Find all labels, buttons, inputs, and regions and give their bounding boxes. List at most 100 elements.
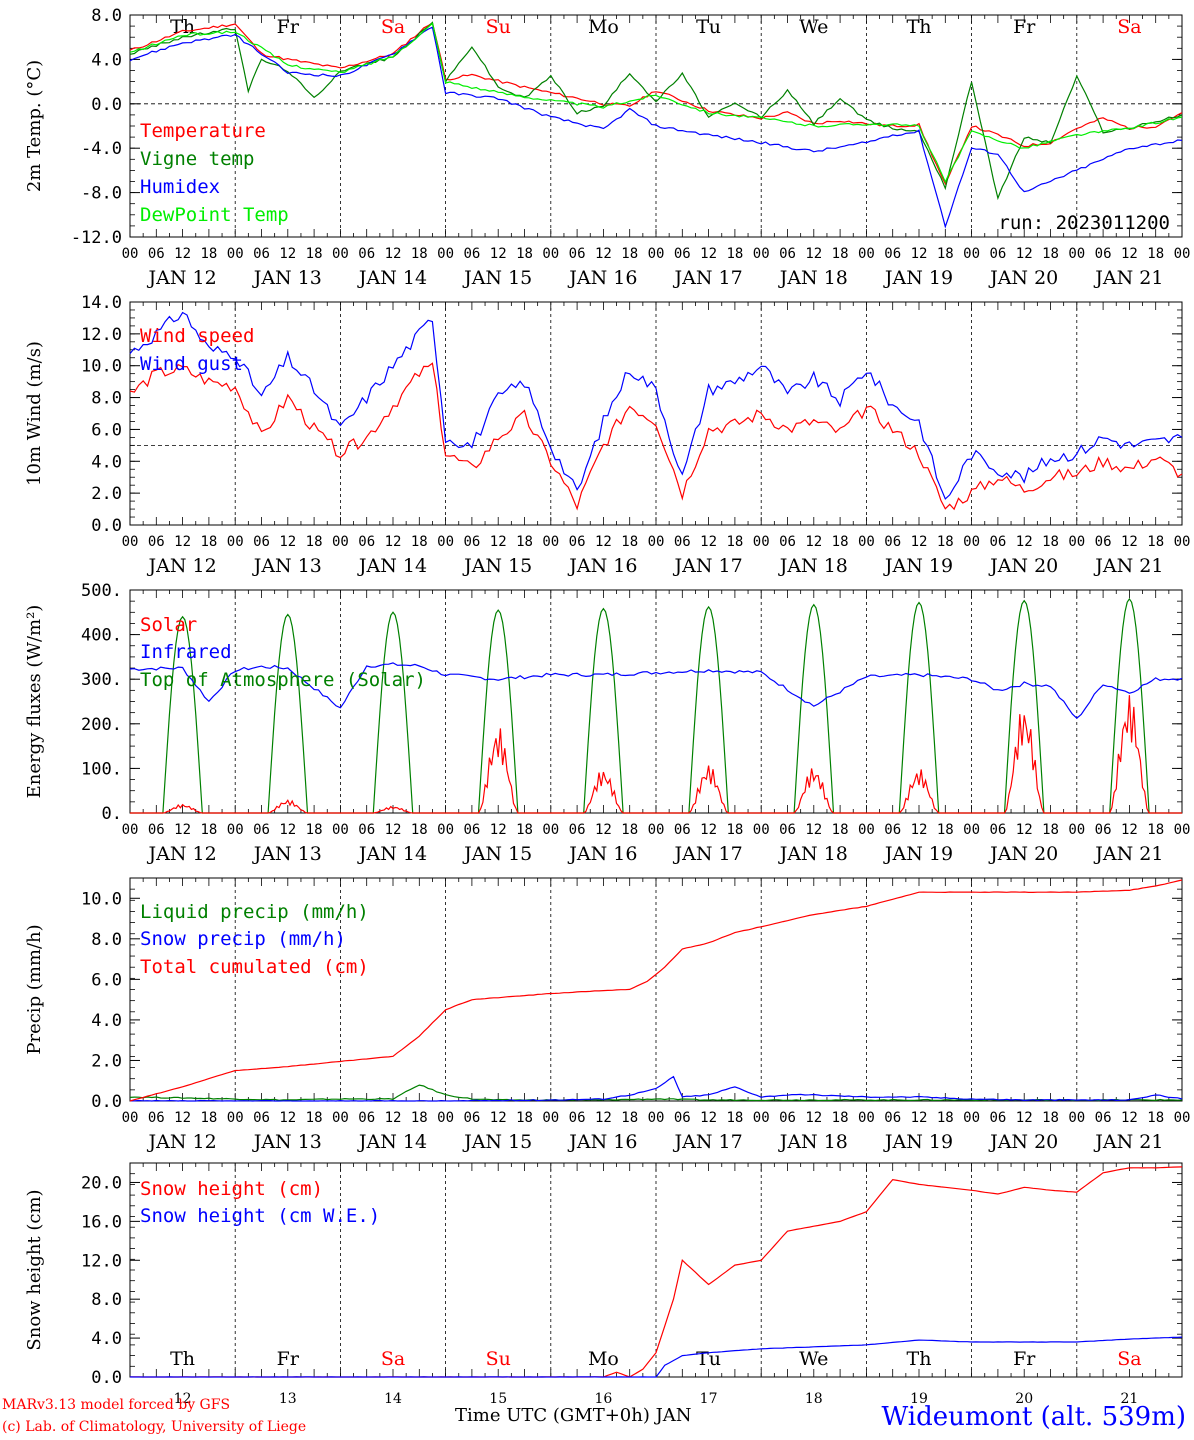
date-label: JAN 12 <box>147 267 217 289</box>
day-number-label: 19 <box>910 1391 928 1407</box>
hour-tick-label: 00 <box>753 1110 770 1126</box>
hour-tick-label: 12 <box>490 534 507 550</box>
legend-entry: Total cumulated (cm) <box>140 956 369 978</box>
hour-tick-label: 06 <box>989 822 1006 838</box>
legend-entry: Humidex <box>140 176 220 198</box>
date-label: JAN 15 <box>462 1131 532 1153</box>
date-label: JAN 12 <box>147 555 217 577</box>
day-name-label: Tu <box>696 1348 721 1370</box>
hour-tick-label: 00 <box>648 534 665 550</box>
date-label: JAN 21 <box>1093 843 1163 865</box>
hour-tick-label: 00 <box>753 822 770 838</box>
hour-tick-label: 18 <box>1042 246 1059 262</box>
model-credit-line1: MARv3.13 model forced by GFS <box>2 1397 231 1413</box>
y-axis-label: 10m Wind (m/s) <box>24 341 45 486</box>
hour-tick-label: 18 <box>516 246 533 262</box>
station-label: Wideumont (alt. 539m) <box>881 1402 1186 1432</box>
date-label: JAN 15 <box>462 555 532 577</box>
day-number-label: 16 <box>594 1391 612 1407</box>
hour-tick-label: 12 <box>911 534 928 550</box>
hour-tick-label: 12 <box>1016 534 1033 550</box>
y-axis-label: Snow height (cm) <box>24 1189 45 1350</box>
hour-tick-label: 18 <box>621 1110 638 1126</box>
y-axis-label: Precip (mm/h) <box>24 924 45 1054</box>
hour-tick-label: 18 <box>937 246 954 262</box>
hour-tick-label: 06 <box>569 822 586 838</box>
series-temperature-line <box>129 21 1183 186</box>
date-label: JAN 15 <box>462 267 532 289</box>
hour-tick-label: 00 <box>122 1110 139 1126</box>
hour-tick-label: 18 <box>411 246 428 262</box>
date-label: JAN 17 <box>673 843 743 865</box>
hour-tick-label: 00 <box>858 534 875 550</box>
hour-tick-label: 18 <box>411 1110 428 1126</box>
series-wind-speed-line <box>129 362 1183 511</box>
day-name-label: Fr <box>277 16 300 38</box>
hour-tick-label: 18 <box>306 822 323 838</box>
hour-tick-label: 06 <box>1095 246 1112 262</box>
hour-tick-label: 18 <box>621 246 638 262</box>
y-tick-label: 0.0 <box>91 1092 122 1112</box>
hour-tick-label: 18 <box>726 1110 743 1126</box>
hour-tick-label: 00 <box>227 1110 244 1126</box>
y-tick-label: 12.0 <box>81 325 122 345</box>
series-snow-precip-mm-h--line <box>129 1075 1183 1102</box>
date-label: JAN 19 <box>883 555 953 577</box>
y-tick-label: 14.0 <box>81 293 122 313</box>
y-tick-label: 6.0 <box>91 970 122 990</box>
hour-tick-label: 00 <box>858 1110 875 1126</box>
day-name-label: Su <box>486 1348 511 1370</box>
hour-tick-label: 12 <box>279 1110 296 1126</box>
hour-tick-label: 00 <box>332 822 349 838</box>
hour-tick-label: 12 <box>595 1110 612 1126</box>
hour-tick-label: 18 <box>937 1110 954 1126</box>
hour-tick-label: 06 <box>463 246 480 262</box>
date-label: JAN 17 <box>673 1131 743 1153</box>
hour-tick-label: 06 <box>463 822 480 838</box>
series-infrared-line <box>129 662 1183 720</box>
hour-tick-label: 06 <box>1095 534 1112 550</box>
day-number-label: 12 <box>174 1391 192 1407</box>
hour-tick-label: 06 <box>253 822 270 838</box>
date-label: JAN 18 <box>778 267 848 289</box>
hour-tick-label: 12 <box>595 246 612 262</box>
hour-tick-label: 06 <box>779 246 796 262</box>
hour-tick-label: 12 <box>174 534 191 550</box>
y-tick-label: 4.0 <box>91 1329 122 1349</box>
hour-tick-label: 06 <box>884 1110 901 1126</box>
hour-tick-label: 12 <box>174 246 191 262</box>
hour-tick-label: 06 <box>253 1110 270 1126</box>
hour-tick-label: 18 <box>832 246 849 262</box>
day-name-label: Tu <box>696 16 721 38</box>
model-credit-line2: (c) Lab. of Climatology, University of L… <box>2 1419 307 1435</box>
hour-tick-label: 18 <box>621 534 638 550</box>
hour-tick-label: 12 <box>700 534 717 550</box>
date-label: JAN 19 <box>883 843 953 865</box>
hour-tick-label: 00 <box>1068 534 1085 550</box>
hour-tick-label: 12 <box>595 822 612 838</box>
hour-tick-label: 12 <box>1016 822 1033 838</box>
day-name-label: We <box>799 1348 828 1370</box>
legend-entry: Snow height (cm) <box>140 1178 323 1200</box>
hour-tick-label: 00 <box>963 822 980 838</box>
day-name-label: Th <box>907 1348 932 1370</box>
hour-tick-label: 00 <box>963 534 980 550</box>
date-label: JAN 17 <box>673 555 743 577</box>
y-tick-label: 4.0 <box>91 50 122 70</box>
hour-tick-label: 18 <box>200 1110 217 1126</box>
hour-tick-label: 00 <box>227 246 244 262</box>
date-label: JAN 16 <box>567 1131 637 1153</box>
series-liquid-precip-mm-h--line <box>129 1084 1183 1102</box>
legend-entry: Top of Atmosphere (Solar) <box>140 669 426 691</box>
hour-tick-label: 12 <box>279 246 296 262</box>
hour-tick-label: 18 <box>937 534 954 550</box>
hour-tick-label: 06 <box>884 534 901 550</box>
y-tick-label: 8.0 <box>91 6 122 26</box>
day-name-label: Mo <box>588 16 619 38</box>
hour-tick-label: 00 <box>858 246 875 262</box>
day-number-label: 18 <box>805 1391 823 1407</box>
hour-tick-label: 12 <box>805 822 822 838</box>
y-tick-label: 2.0 <box>91 484 122 504</box>
hour-tick-label: 12 <box>385 246 402 262</box>
hour-tick-label: 00 <box>1174 822 1191 838</box>
